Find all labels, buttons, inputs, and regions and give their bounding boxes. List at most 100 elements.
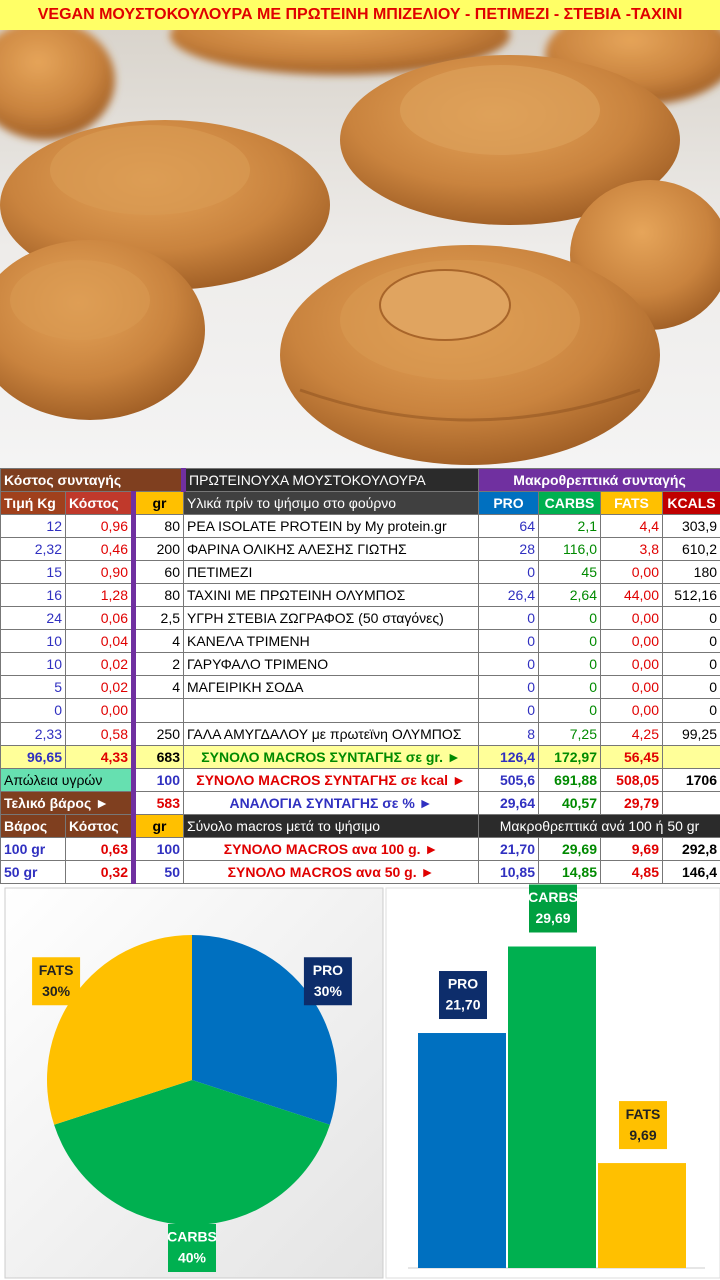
table-cell: 0	[538, 675, 601, 700]
table-cell: ΚΑΝΕΛΑ ΤΡΙΜΕΝΗ	[183, 629, 479, 654]
table-cell: Τελικό βάρος ►	[0, 790, 136, 815]
table-cell: 200	[133, 537, 184, 562]
table-row: 24 0,06 2,5 ΥΓΡΗ ΣΤΕΒΙΑ ΖΩΓΡΑΦΟΣ (50 σταγόν…	[0, 606, 720, 631]
table-cell: 21,70	[478, 836, 539, 861]
bar	[508, 946, 596, 1268]
table-cell: 0	[538, 698, 601, 723]
label-box	[168, 1224, 216, 1272]
pie-slice	[46, 935, 192, 1125]
label-value: 40%	[178, 1250, 207, 1266]
table-cell: 100	[133, 836, 184, 861]
pie-slice	[54, 1080, 330, 1225]
table-cell: 0	[538, 606, 601, 631]
label-box	[529, 884, 577, 933]
table-cell: 4	[133, 675, 184, 700]
table-row: 96,65 4,33 683 ΣΥΝΟΛΟ MACROS ΣΥΝΤΑΓΗΣ σε gr…	[0, 744, 720, 769]
table-cell: 16	[0, 583, 66, 608]
table-cell: 0,06	[65, 606, 136, 631]
table-cell: 610,2	[661, 537, 720, 562]
table-row: 50 gr 0,32 50 ΣΥΝΟΛΟ MACROS ανα 50 g. ► 10,8…	[0, 859, 720, 885]
table-cell: Κόστος	[65, 491, 136, 516]
table-cell: Βάρος	[0, 813, 66, 838]
label-box	[303, 957, 352, 1006]
table-cell: 99,25	[661, 721, 720, 746]
table-cell: 10	[0, 652, 66, 677]
label-value: 30%	[314, 983, 343, 999]
table-cell	[133, 698, 184, 723]
label-box	[619, 1101, 667, 1150]
table-cell: ΠΕΤΙΜΕΖΙ	[183, 560, 479, 585]
table-cell: 0,00	[600, 698, 663, 723]
table-cell: 0	[478, 606, 539, 631]
label-category: PRO	[448, 976, 478, 992]
table-cell: 2,1	[538, 514, 601, 539]
table-cell: 14,85	[538, 859, 601, 885]
table-cell: 100	[133, 767, 184, 792]
table-row: 5 0,02 4 ΜΑΓΕΙΡΙΚΗ ΣΟΔΑ 0 0 0,00 0	[0, 675, 720, 700]
table-cell: 0	[661, 629, 720, 654]
bar	[418, 1033, 506, 1268]
table-cell	[661, 744, 720, 769]
table-row: 0 0,00 0 0 0,00 0	[0, 698, 720, 723]
table-cell: 24	[0, 606, 66, 631]
table-cell: 683	[133, 744, 184, 769]
label-value: 21,70	[445, 997, 480, 1013]
table-cell: Μακροθρεπτικά ανά 100 ή 50 gr	[477, 813, 720, 838]
table-row: 100 gr 0,63 100 ΣΥΝΟΛΟ MACROS ανα 100 g. ► 2…	[0, 836, 720, 861]
table-cell: 2,64	[538, 583, 601, 608]
table-cell: 50 gr	[0, 859, 66, 885]
table-cell: 0,46	[65, 537, 136, 562]
table-row: 15 0,90 60 ΠΕΤΙΜΕΖΙ 0 45 0,00 180	[0, 560, 720, 585]
table-row: Κόστος συνταγής ΠΡΩΤΕΙΝΟΥΧΑ ΜΟΥΣΤΟΚΟΥΛΟΥΡ…	[0, 467, 720, 493]
table-cell: 0,96	[65, 514, 136, 539]
table-cell: ΜΑΓΕΙΡΙΚΗ ΣΟΔΑ	[183, 675, 479, 700]
table-cell: 10	[0, 629, 66, 654]
label-box	[439, 971, 487, 1020]
table-cell: ΓΑΛΑ ΑΜΥΓΔΑΛΟΥ με πρωτεϊνη ΟΛΥΜΠΟΣ	[183, 721, 479, 746]
table-cell: 29,64	[478, 790, 539, 815]
table-cell: 0	[538, 629, 601, 654]
table-cell: 0,00	[600, 629, 663, 654]
table-cell: 4,4	[600, 514, 663, 539]
label-value: 9,69	[629, 1127, 656, 1143]
table-cell: 2,33	[0, 721, 66, 746]
table-row: Βάρος Κόστος gr Σύνολο macros μετά το ψήσιμ…	[0, 813, 720, 838]
table-cell: 56,45	[600, 744, 663, 769]
table-cell: 0	[538, 652, 601, 677]
table-cell: 505,6	[478, 767, 539, 792]
table-cell: 116,0	[538, 537, 601, 562]
table-cell: ΦΑΡΙΝΑ ΟΛΙΚΗΣ ΑΛΕΣΗΣ ΓΙΩΤΗΣ	[183, 537, 479, 562]
table-cell: 0	[478, 629, 539, 654]
table-cell: ΠΡΩΤΕΙΝΟΥΧΑ ΜΟΥΣΤΟΚΟΥΛΟΥΡΑ	[183, 467, 479, 493]
table-cell: Κόστος	[65, 813, 136, 838]
title: VEGAN ΜΟΥΣΤΟΚΟΥΛΟΥΡΑ ΜΕ ΠΡΩΤΕΙΝΗ ΜΠΙΖΕΛΙ…	[0, 0, 720, 30]
table-cell: 44,00	[600, 583, 663, 608]
table-cell: 15	[0, 560, 66, 585]
table-cell: 583	[133, 790, 184, 815]
table-cell: 3,8	[600, 537, 663, 562]
table-cell: 29,69	[538, 836, 601, 861]
table-cell: 40,57	[538, 790, 601, 815]
table-cell: 4,25	[600, 721, 663, 746]
table-cell: 0,02	[65, 652, 136, 677]
table-row: Τιμή Kg Κόστος gr Υλικά πρίν το ψήσιμο στο …	[0, 491, 720, 516]
table-cell: 0,00	[600, 606, 663, 631]
table-cell: 8	[478, 721, 539, 746]
table-cell: 250	[133, 721, 184, 746]
table-cell: FATS	[600, 491, 663, 516]
table-cell: 2	[133, 652, 184, 677]
table-cell: 9,69	[600, 836, 663, 861]
table-cell: PEA ISOLATE PROTEIN by My protein.gr	[183, 514, 479, 539]
table-cell: 0	[661, 698, 720, 723]
table-cell: ΥΓΡΗ ΣΤΕΒΙΑ ΖΩΓΡΑΦΟΣ (50 σταγόνες)	[183, 606, 479, 631]
table-row: 10 0,02 2 ΓΑΡΥΦΑΛΟ ΤΡΙΜΕΝΟ 0 0 0,00 0	[0, 652, 720, 677]
table-cell: 0	[661, 652, 720, 677]
table-cell: Μακροθρεπτικά συνταγής	[477, 467, 720, 493]
table-cell: 0,00	[600, 652, 663, 677]
table-cell: ΣΥΝΟΛΟ MACROS ανα 50 g. ►	[183, 859, 479, 885]
table-row: 2,32 0,46 200 ΦΑΡΙΝΑ ΟΛΙΚΗΣ ΑΛΕΣΗΣ ΓΙΩΤΗΣ 28…	[0, 537, 720, 562]
table-cell: 5	[0, 675, 66, 700]
table-cell: 508,05	[600, 767, 663, 792]
table-cell: 0,04	[65, 629, 136, 654]
